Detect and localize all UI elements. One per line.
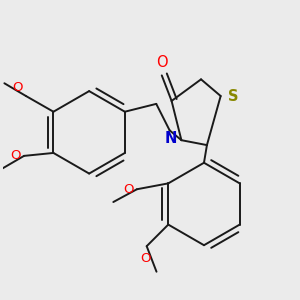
Text: O: O (13, 81, 23, 94)
Text: N: N (164, 131, 176, 146)
Text: O: O (140, 252, 151, 265)
Text: O: O (123, 183, 134, 196)
Text: O: O (11, 149, 21, 162)
Text: S: S (227, 88, 238, 104)
Text: O: O (156, 55, 168, 70)
